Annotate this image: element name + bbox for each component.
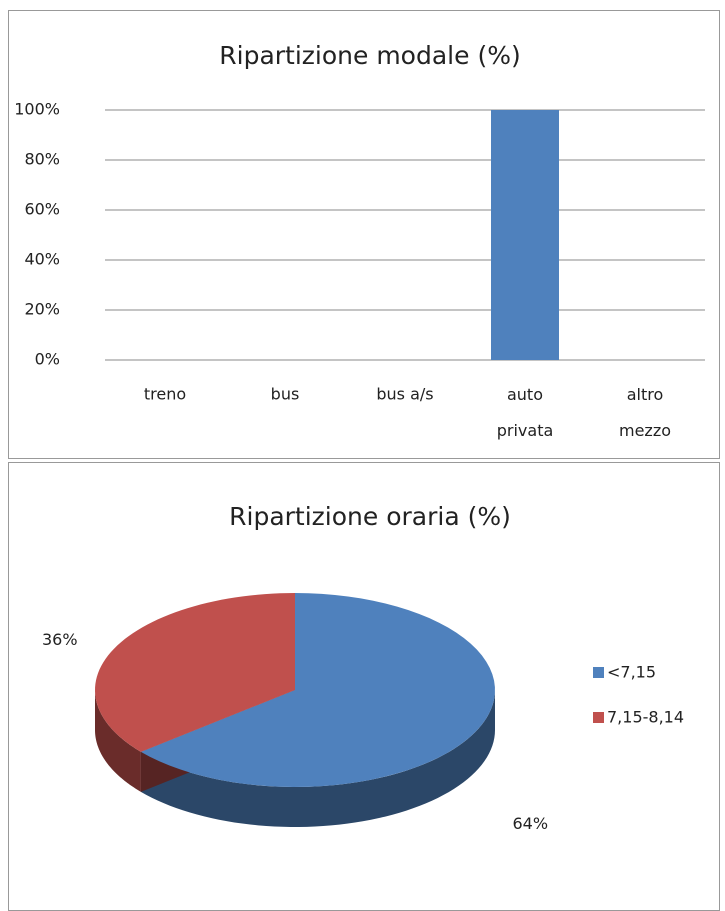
y-tick-label: 80% (24, 150, 60, 169)
pie-slice (95, 593, 295, 752)
y-tick-label: 0% (35, 350, 60, 369)
y-tick-label: 100% (14, 100, 60, 119)
y-tick-label: 40% (24, 250, 60, 269)
data-label: 36% (42, 630, 78, 649)
bar (491, 110, 559, 360)
legend-swatch (593, 667, 604, 678)
y-tick-label: 20% (24, 300, 60, 319)
x-tick-label: bus a/s (376, 385, 433, 404)
chart-title: Ripartizione modale (%) (219, 41, 520, 70)
chart-title: Ripartizione oraria (%) (229, 502, 511, 531)
y-tick-label: 60% (24, 200, 60, 219)
x-tick-label: treno (144, 385, 186, 404)
pie-side (95, 690, 141, 792)
legend-swatch (593, 712, 604, 723)
x-tick-label: bus (271, 385, 300, 404)
data-label: 64% (512, 814, 548, 833)
x-tick-label: auto privata (497, 385, 554, 440)
chart-frame (8, 10, 720, 459)
legend-label: <7,15 (607, 663, 656, 682)
legend-label: 7,15-8,14 (607, 708, 684, 727)
x-tick-label: altro mezzo (619, 385, 671, 440)
pie-side (140, 690, 496, 827)
pie-slice (140, 593, 495, 787)
